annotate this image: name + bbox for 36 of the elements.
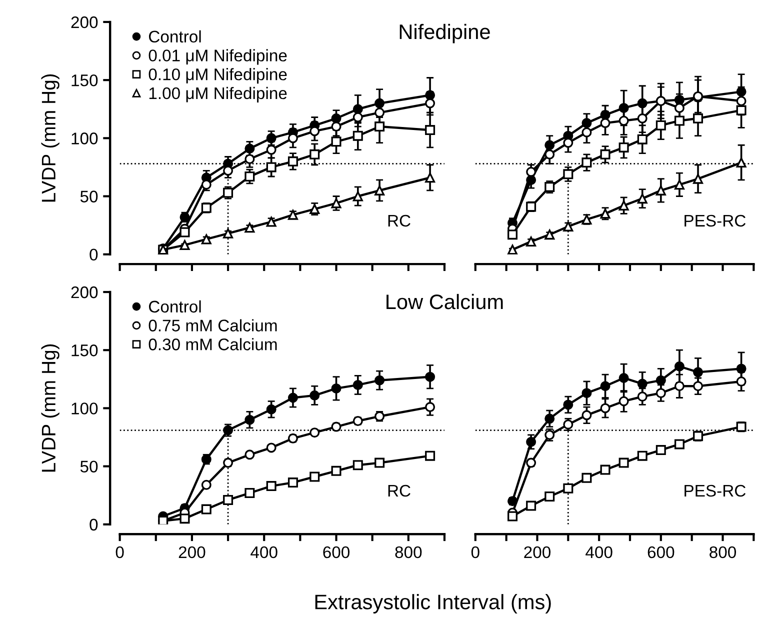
y-tick-label: 0 bbox=[90, 248, 98, 261]
legend-label: 0.10 μM Nifedipine bbox=[148, 68, 287, 84]
x-axis-title: Extrasystolic Interval (ms) bbox=[315, 594, 551, 614]
x-tick-label: 800 bbox=[395, 546, 422, 558]
legend-label: 1.00 μM Nifedipine bbox=[149, 86, 287, 102]
y-tick-label: 200 bbox=[71, 286, 98, 298]
x-tick-label: 0 bbox=[471, 546, 480, 558]
x-tick-label: 600 bbox=[323, 546, 350, 558]
x-tick-label: 0 bbox=[116, 546, 124, 558]
x-tick-label: 200 bbox=[524, 546, 550, 558]
y-tick-label: 100 bbox=[72, 402, 98, 414]
y-axis-title: LVDP (mm Hg) bbox=[41, 74, 60, 202]
legend-label: Control bbox=[148, 300, 201, 313]
y-tick-label: 50 bbox=[80, 190, 98, 202]
annotation: RC bbox=[388, 484, 410, 497]
chart-title: Nifedipine bbox=[400, 24, 490, 44]
legend-label: 0.30 mM Calcium bbox=[148, 338, 277, 350]
x-tick-label: 600 bbox=[648, 546, 674, 558]
y-tick-label: 150 bbox=[72, 74, 98, 86]
x-tick-label: 200 bbox=[178, 546, 206, 558]
x-tick-label: 400 bbox=[586, 546, 612, 558]
legend-label: Control bbox=[148, 30, 201, 43]
chart-title: Low Calcium bbox=[386, 294, 503, 310]
annotation: PES-RC bbox=[684, 214, 746, 227]
y-tick-label: 200 bbox=[71, 16, 98, 28]
y-tick-label: 0 bbox=[90, 518, 98, 531]
y-tick-label: 100 bbox=[72, 132, 98, 144]
y-axis-title: LVDP (mm Hg) bbox=[41, 344, 60, 472]
x-tick-label: 400 bbox=[250, 546, 278, 558]
y-tick-label: 150 bbox=[72, 344, 98, 356]
annotation: PES-RC bbox=[684, 484, 746, 497]
y-tick-label: 50 bbox=[80, 460, 98, 472]
annotation: RC bbox=[388, 214, 410, 227]
legend-label: 0.01 μM Nifedipine bbox=[148, 49, 287, 65]
x-tick-label: 800 bbox=[710, 546, 736, 558]
legend-label: 0.75 mM Calcium bbox=[148, 319, 277, 332]
